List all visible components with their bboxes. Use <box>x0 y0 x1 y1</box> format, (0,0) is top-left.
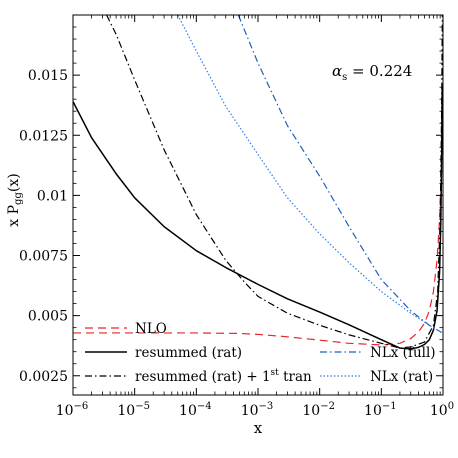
y-tick-label: 0.0025 <box>19 369 68 385</box>
y-axis-label: x Pgg(x) <box>6 173 24 226</box>
series-line-3 <box>237 15 442 333</box>
legend-label-4: NLx (rat) <box>370 369 433 385</box>
series-line-1 <box>73 87 443 350</box>
y-tick-label: 0.0125 <box>19 128 68 144</box>
y-tick-label: 0.015 <box>28 68 68 84</box>
legend-label-2: resummed (rat) + 1st tran <box>135 368 312 385</box>
legend-label-3: NLx (full) <box>370 345 436 361</box>
y-tick-label: 0.005 <box>28 309 68 325</box>
x-tick-label: 10−6 <box>56 401 89 419</box>
y-tick-label: 0.0075 <box>19 249 68 265</box>
x-tick-label: 10−2 <box>302 401 335 419</box>
legend-label-0: NLO <box>135 321 167 337</box>
ticks-layer: 10−6 10−5 10−4 10−3 10−2 10−1 100 0.0025 0.005 0.… <box>19 15 454 419</box>
x-tick-label: 10−5 <box>117 401 150 419</box>
x-tick-label: 10−1 <box>364 401 397 419</box>
series-line-0 <box>73 135 443 346</box>
y-tick-label: 0.01 <box>37 188 68 204</box>
x-tick-label: 10−3 <box>241 401 274 419</box>
alpha-annotation: αs = 0.224 <box>332 62 412 83</box>
legend-label-1: resummed (rat) <box>135 345 242 361</box>
series-layer <box>73 15 443 350</box>
legend: NLO resummed (rat) resummed (rat) + 1st tr… <box>85 321 436 385</box>
x-tick-label: 10−4 <box>179 401 212 419</box>
x-tick-label: 100 <box>430 401 454 419</box>
x-axis-label: x <box>254 419 263 437</box>
